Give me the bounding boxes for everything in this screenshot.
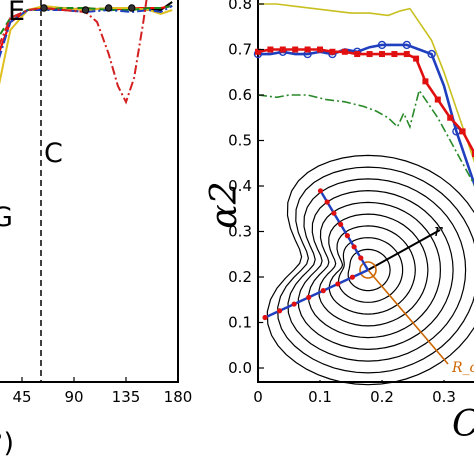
right-series-2-marker [447,114,454,121]
right-ylabel: α2 [204,181,245,228]
right-series-2-marker [304,46,311,53]
left-xtick-label: 180 [164,388,193,406]
left-series-line-4 [0,5,173,59]
right-series-2-marker [354,51,361,58]
right-series-2-marker [279,46,286,53]
right-series-1-marker [377,40,387,50]
left-series-line-0 [0,1,173,53]
inset-contour-1 [347,248,391,292]
left-marker-3 [128,4,136,12]
right-xtick-label: 0.3 [432,388,456,406]
right-series-2-marker [403,51,410,58]
inset-sample-point [351,244,357,250]
inset-sample-point [335,281,341,287]
right-series-2-marker [255,48,261,55]
right-series-2-marker [379,51,385,58]
left-xtick-group: 45 90 135 180 [12,377,192,406]
region-label-g: G [0,202,13,233]
left-xtick-label: 90 [64,388,83,406]
left-marker-0 [40,4,48,12]
right-series-line-0 [258,3,474,163]
inset-sample-point [291,301,297,307]
inset-contour-8 [277,166,474,374]
inset-contour-6 [297,189,454,351]
inset-contour-9 [266,154,474,386]
inset-sample-point [358,255,364,261]
left-panel: 45 90 135 180 E C G °) [0,0,192,459]
inset-sample-point [344,233,350,239]
right-ytick-label: 0.4 [228,177,252,195]
inset-label-rc: R_c [451,360,474,376]
inset-center-circle [359,261,377,279]
right-series-2-marker [422,78,429,85]
right-xlabel: C [452,404,474,445]
left-series-line-5 [0,0,148,105]
contour-inset [262,154,474,386]
left-marker-2 [104,4,113,12]
right-ytick-label: 0.5 [228,132,252,150]
inset-sample-point [262,314,268,321]
right-series-2-marker [317,46,323,53]
inset-background [263,181,474,380]
right-xtick-label: 0.2 [370,388,394,406]
right-series-2-marker [329,48,336,55]
inset-contour-4 [318,213,429,327]
right-series-1-marker [402,40,411,50]
right-series-2-marker [472,151,474,158]
left-plot-frame [0,0,179,383]
inset-label-r: r [434,221,443,241]
left-series-line-2 [0,4,173,85]
right-series-group [253,3,474,187]
right-series-line-3 [257,88,474,186]
right-ytick-group: 0.0 0.1 0.2 0.3 0.4 0.5 0.6 0.7 0.8 [228,0,264,377]
right-ytick-label: 0.8 [228,0,252,13]
left-xtick-label: 45 [12,388,31,406]
right-xtick-group: 0 0.1 0.2 0.3 [253,376,456,406]
inset-sample-point [324,199,330,205]
right-xtick-label: 0.1 [308,388,332,406]
right-series-1-marker [427,49,436,59]
inset-sample-point [277,308,283,314]
right-xtick-label: 0 [253,388,263,406]
inset-sample-point [317,188,324,194]
inset-sample-point [331,210,337,216]
right-ytick-label: 0.7 [228,41,252,59]
region-label-c: C [44,138,63,169]
right-ytick-label: 0.1 [228,314,252,332]
inset-contour-7 [287,178,467,362]
left-xtick-label: 135 [112,388,141,406]
left-marker-1 [81,6,90,14]
right-series-2-marker [459,128,466,135]
inset-contour-5 [307,201,442,339]
right-ytick-label: 0.6 [228,86,252,104]
left-xlabel: °) [0,428,14,459]
left-series-line-1 [0,5,173,53]
right-panel: 0.0 0.1 0.2 0.3 0.4 0.5 0.6 0.7 0.8 0 0.1 0.2 0.3 α… [204,0,474,445]
inset-radius-rc [367,269,449,365]
inset-contour-2 [337,237,404,303]
region-label-e: E [8,0,25,27]
right-series-2-marker [341,48,348,55]
right-series-line-1 [258,43,474,187]
right-ytick-label: 0.2 [228,268,252,286]
right-series-2-marker [391,51,398,58]
right-ytick-label: 0.3 [228,223,252,241]
left-series-line-3 [0,5,173,37]
inset-sample-point [338,221,344,227]
right-series-2-marker [413,55,420,62]
inset-radius-r [367,229,441,271]
inset-sample-point [306,294,312,300]
right-series-2-marker [267,46,274,53]
inset-sample-point [320,288,326,294]
left-series-group [0,0,173,105]
right-series-2-marker [292,46,299,53]
right-series-2-marker [366,51,373,58]
right-ytick-label: 0.0 [228,359,252,377]
inset-sample-point [349,274,355,280]
right-series-2-marker [434,96,441,103]
inset-contour-3 [328,225,416,315]
